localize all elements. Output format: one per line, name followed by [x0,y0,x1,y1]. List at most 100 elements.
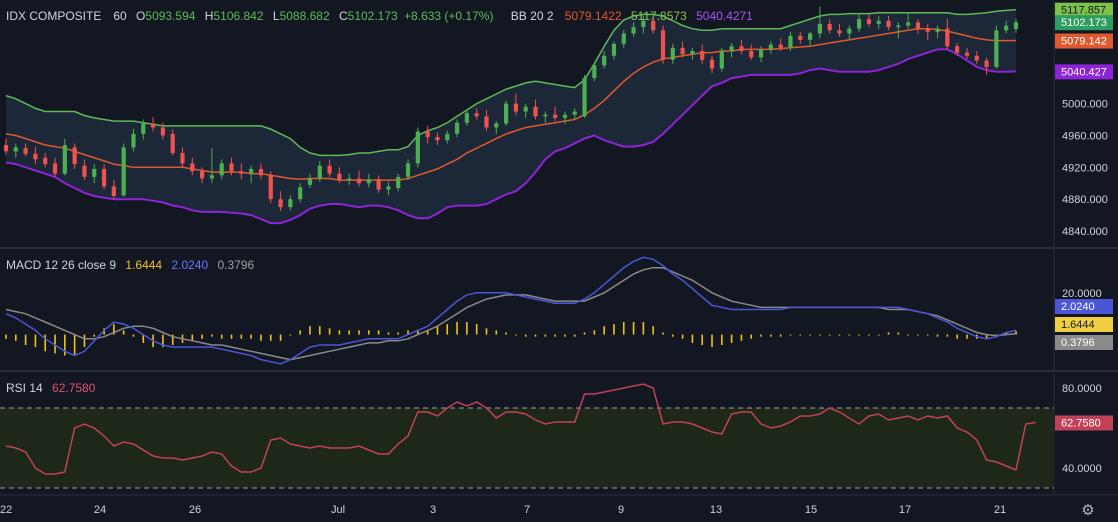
macd-histogram-bar [387,332,390,335]
candle-body [621,33,626,44]
candle-body [670,47,675,60]
candle-body [866,19,872,24]
macd-histogram-bar [446,324,449,335]
macd-histogram-bar [113,324,115,335]
time-tick-label: 7 [524,504,530,516]
candle-body [337,173,342,181]
price-tick-label: 4880.000 [1062,194,1108,206]
badge-macd-bg [1055,299,1113,314]
macd-histogram-bar [613,324,615,335]
macd-histogram-bar [250,334,252,339]
candle-body [611,43,617,56]
candle-body [964,52,970,56]
candle-body [749,51,754,58]
macd-histogram-bar [358,330,360,335]
candle-body [572,111,577,115]
macd-histogram-bar [299,330,301,335]
candle-body [719,51,724,69]
candle-body [896,25,901,28]
badge-signal-text: 0.3796 [1061,337,1095,349]
macd-histogram-bar [877,334,880,336]
macd-histogram-bar [269,334,272,341]
macd-histogram-bar [1015,331,1017,335]
macd-histogram-bar [701,334,704,346]
macd-histogram-bar [220,334,223,339]
candle-body [847,28,852,34]
macd-histogram-bar [5,334,7,339]
low-label: L [272,9,280,23]
bb-label: BB 20 2 [510,9,554,23]
macd-histogram-bar [721,334,723,346]
time-tick-label: 26 [189,504,201,516]
candle-body [837,30,842,34]
macd-histogram-bar [64,334,66,356]
macd-histogram-bar [936,334,939,337]
candle-body [680,47,685,55]
candle-body [739,46,744,52]
macd-histogram-bar [770,334,772,337]
candle-body [641,20,646,28]
rsi-band [0,408,1054,488]
badge-rsi-text: 62.7580 [1061,417,1101,429]
macd-histogram-bar [515,334,517,336]
macd-histogram-bar [662,332,664,335]
candle-body [435,137,440,141]
candle-body [150,123,156,128]
candle-body [239,171,244,174]
macd-histogram-bar [328,328,331,335]
badge-close-bg [1055,15,1113,31]
candle-body [405,163,411,177]
badge-bb-lower-bg [1055,64,1113,80]
candle-body [298,187,303,200]
macd-histogram-bar [671,334,674,337]
candle-body [101,168,107,187]
candle-body [709,59,715,69]
candle-body [876,20,881,24]
macd-histogram-bar [397,332,400,335]
candle-body [23,148,28,154]
macd-histogram-bar [426,330,429,335]
badge-rsi-bg [1055,415,1113,431]
macd-histogram-bar [691,334,694,343]
low-value: 5088.682 [279,9,330,23]
bb-basis-value: 5079.1422 [564,9,622,23]
macd-histogram-bar [730,334,733,343]
macd-histogram-bar [740,334,743,341]
macd-histogram-bar [848,334,851,336]
macd-histogram-bar [44,334,47,352]
macd-histogram-bar [868,334,870,336]
open-value: 5093.594 [145,9,196,23]
badge-bb-lower: 5040.427 [1055,64,1113,80]
macd-histogram-bar [495,330,498,335]
candle-body [307,178,313,185]
macd-histogram-bar [201,334,203,339]
time-tick-label: 13 [710,504,722,516]
macd-histogram-bar [985,334,988,339]
high-label: H [204,9,214,23]
macd-histogram-bar [573,334,576,337]
badge-histogram-text: 1.6444 [1061,319,1095,331]
candle-body [180,152,185,164]
candle-body [62,145,67,174]
macd-histogram-bar [260,334,262,341]
candle-body [700,51,705,60]
candle-body [582,78,587,117]
macd-histogram-bar [819,334,821,336]
candle-body [602,55,607,66]
settings-gear-icon[interactable]: ⚙ [1081,501,1095,519]
macd-histogram-bar [171,334,174,346]
macd-histogram-bar [789,334,792,336]
macd-histogram-bar [799,334,802,336]
time-tick-label: 15 [805,504,817,516]
rsi-value: 62.7580 [52,381,96,395]
macd-histogram-bar [417,330,419,335]
candle-body [317,165,322,179]
macd-histogram-bar [917,334,919,336]
candle-body [454,122,460,134]
candle-body [788,35,793,48]
macd-histogram-bar [652,326,654,335]
macd-histogram-bar [809,334,811,336]
macd-histogram-bar [681,334,684,339]
